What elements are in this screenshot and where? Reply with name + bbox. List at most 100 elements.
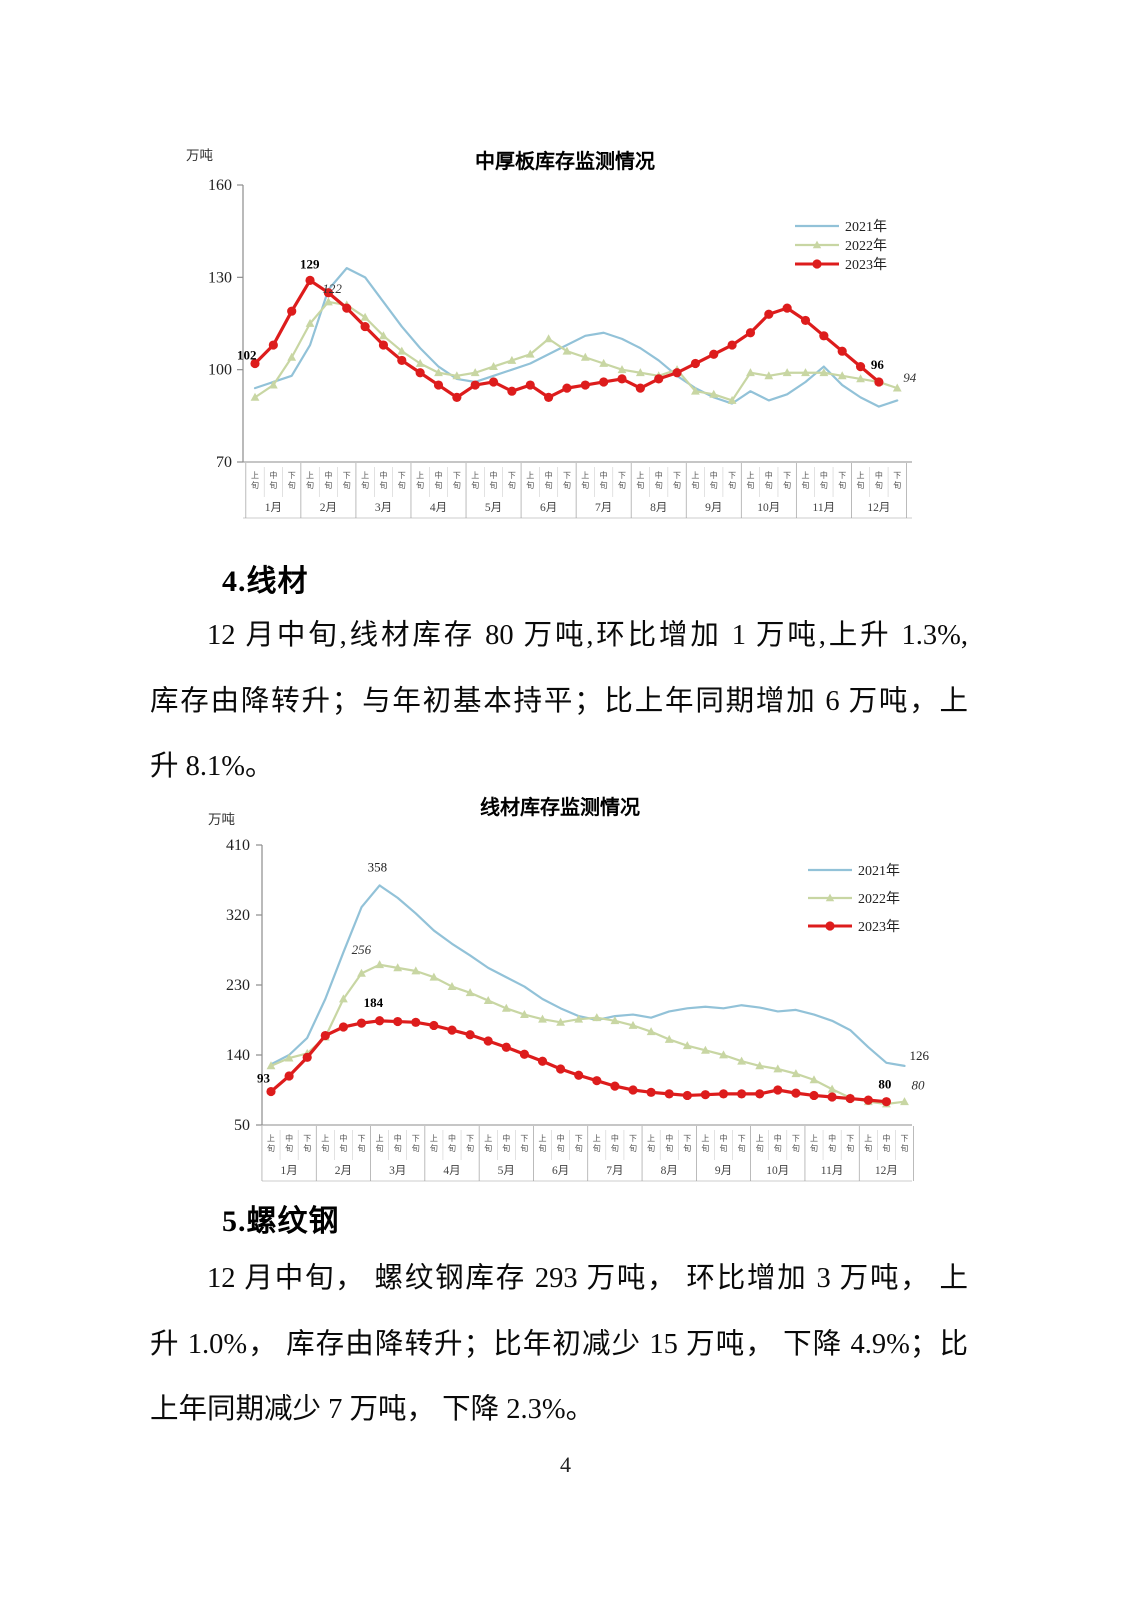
- x-period-label: 上旬: [526, 471, 534, 490]
- x-period-label: 中旬: [490, 470, 498, 490]
- data-point-marker: [701, 1045, 710, 1054]
- data-point-marker: [682, 1090, 692, 1101]
- data-point-marker: [791, 1069, 801, 1078]
- data-point-marker: [737, 1056, 746, 1065]
- chart-title: 线材库存监测情况: [480, 795, 640, 819]
- data-point-marker: [339, 994, 348, 1003]
- x-month-label: 8月: [661, 1165, 678, 1177]
- x-period-label: 上旬: [802, 471, 810, 490]
- data-point-marker: [393, 1016, 403, 1027]
- data-point-marker: [592, 1076, 602, 1086]
- x-period-label: 上旬: [430, 1134, 438, 1153]
- data-point-marker: [519, 1049, 529, 1059]
- data-point-marker: [745, 328, 756, 338]
- x-period-label: 上旬: [647, 1134, 655, 1153]
- data-point-marker: [538, 1014, 547, 1023]
- x-period-label: 下旬: [358, 1134, 366, 1153]
- x-period-label: 下旬: [618, 471, 626, 490]
- y-axis-unit-label: 万吨: [186, 148, 213, 163]
- data-point-marker: [617, 374, 627, 384]
- data-point-marker: [580, 352, 590, 361]
- x-period-label: 中旬: [820, 470, 828, 490]
- data-point-marker: [489, 361, 498, 370]
- data-point-marker: [429, 1020, 439, 1031]
- svg-text:160: 160: [208, 177, 232, 194]
- x-period-label: 中旬: [875, 470, 883, 490]
- data-point-marker: [411, 966, 421, 975]
- data-point-marker: [284, 1071, 294, 1081]
- plate-inventory-chart: 中厚板库存监测情况 万吨 70 100 130 160 1月 2月 3月 4月 5月 6月 7月 8月 9月…: [150, 140, 940, 540]
- data-point-marker: [268, 340, 278, 350]
- x-period-label: 中旬: [600, 470, 608, 490]
- data-point-marker: [378, 340, 389, 350]
- x-period-label: 上旬: [539, 1134, 547, 1153]
- data-point-marker: [837, 371, 847, 380]
- x-period-label: 中旬: [882, 1133, 890, 1153]
- series-2022年: [266, 960, 909, 1108]
- legend-label: 2021年: [845, 219, 887, 235]
- x-period-label: 上旬: [484, 1134, 492, 1153]
- data-point-marker: [483, 1036, 493, 1046]
- data-point-marker: [635, 368, 645, 377]
- data-point-marker: [819, 368, 829, 377]
- data-point-marker: [856, 374, 865, 383]
- data-point-marker: [819, 331, 829, 341]
- legend-label: 2021年: [858, 863, 900, 879]
- data-point-marker: [737, 1089, 747, 1099]
- data-point-label: 256: [352, 942, 372, 957]
- data-point-marker: [646, 1027, 656, 1036]
- data-point-marker: [357, 968, 366, 977]
- data-point-label: 93: [257, 1071, 271, 1086]
- svg-text:130: 130: [208, 269, 232, 286]
- x-period-label: 下旬: [838, 471, 846, 490]
- legend-label: 2023年: [845, 257, 887, 273]
- section-heading-rebar: 5.螺纹钢: [222, 1205, 340, 1238]
- data-point-marker: [719, 1050, 728, 1059]
- data-point-marker: [599, 358, 609, 367]
- data-point-marker: [727, 340, 737, 350]
- x-month-label: 6月: [552, 1165, 569, 1177]
- data-point-marker: [755, 1061, 765, 1070]
- data-point-marker: [837, 346, 847, 356]
- data-point-marker: [746, 368, 755, 377]
- x-period-label: 下旬: [466, 1134, 474, 1153]
- data-point-label: 80: [912, 1078, 926, 1093]
- data-point-marker: [718, 1089, 729, 1099]
- x-period-label: 上旬: [416, 471, 424, 490]
- data-point-marker: [447, 981, 457, 990]
- x-period-label: 上旬: [251, 471, 259, 490]
- x-period-label: 上旬: [361, 471, 369, 490]
- data-point-marker: [782, 303, 792, 313]
- y-axis: 50 140 230 320 410: [226, 837, 263, 1134]
- data-point-marker: [483, 995, 493, 1004]
- series-2023年: [266, 1016, 892, 1107]
- data-point-marker: [452, 371, 462, 380]
- svg-text:140: 140: [226, 1047, 250, 1064]
- data-point-marker: [556, 1064, 566, 1074]
- x-month-label: 9月: [715, 1165, 732, 1177]
- paragraph-line: 上年同期减少 7 万吨， 下降 2.3%。: [150, 1394, 595, 1425]
- x-month-label: 9月: [705, 502, 722, 514]
- data-point-marker: [433, 380, 444, 390]
- data-point-marker: [397, 346, 407, 355]
- data-point-marker: [465, 1030, 475, 1040]
- data-point-marker: [791, 1088, 801, 1098]
- data-point-marker: [411, 1017, 421, 1027]
- x-period-label: 中旬: [765, 470, 773, 490]
- x-period-label: 上旬: [267, 1134, 275, 1153]
- x-period-label: 中旬: [448, 1133, 456, 1153]
- x-period-label: 中旬: [611, 1133, 619, 1153]
- x-period-label: 中旬: [379, 470, 387, 490]
- x-period-label: 中旬: [710, 470, 718, 490]
- data-point-marker: [287, 306, 297, 316]
- data-point-marker: [287, 352, 297, 361]
- data-point-marker: [617, 365, 627, 374]
- data-point-marker: [434, 368, 443, 377]
- legend-label: 2022年: [858, 891, 900, 907]
- x-period-label: 上旬: [306, 471, 314, 490]
- x-period-label: 中旬: [720, 1133, 728, 1153]
- data-point-marker: [305, 318, 315, 327]
- x-period-label: 上旬: [593, 1134, 601, 1153]
- data-point-marker: [266, 1086, 276, 1097]
- data-point-marker: [782, 368, 792, 377]
